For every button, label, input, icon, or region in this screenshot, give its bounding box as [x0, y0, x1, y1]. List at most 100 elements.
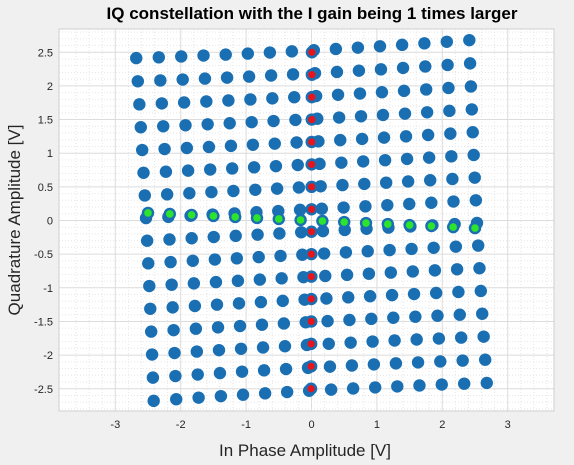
constellation-point: [401, 175, 415, 188]
constellation-point: [175, 50, 188, 63]
q-axis-point: [307, 340, 315, 348]
constellation-point: [320, 292, 333, 305]
constellation-point: [385, 288, 399, 302]
constellation-point: [345, 359, 359, 372]
constellation-point: [432, 332, 446, 345]
constellation-point: [267, 114, 280, 128]
constellation-point: [269, 159, 283, 173]
i-axis-point: [187, 211, 196, 219]
constellation-point: [235, 365, 249, 378]
constellation-point: [463, 57, 477, 70]
x-tick-label: -3: [110, 419, 120, 431]
data-points: [130, 33, 493, 408]
constellation-point: [227, 184, 240, 198]
constellation-point: [381, 198, 394, 212]
constellation-point: [165, 278, 178, 291]
x-tick-label: -1: [241, 419, 251, 431]
constellation-point: [212, 343, 226, 357]
constellation-point: [407, 287, 421, 301]
constellation-point: [445, 150, 458, 163]
constellation-point: [389, 357, 403, 370]
constellation-point: [245, 115, 258, 129]
constellation-point: [254, 295, 268, 309]
plot-area: -3 -2 -1 0 1 2 3 2.5 2 1.5 1 0.5 0 -0.5 -1 -1.5 -2 -2.5: [34, 28, 555, 431]
constellation-point: [329, 42, 343, 56]
constellation-point: [244, 93, 257, 106]
constellation-point: [264, 69, 278, 82]
constellation-point: [229, 229, 242, 243]
constellation-point: [444, 127, 457, 140]
constellation-point: [167, 323, 180, 337]
constellation-point: [176, 73, 189, 86]
constellation-point: [428, 264, 442, 277]
constellation-point: [201, 118, 214, 131]
constellation-point: [246, 138, 260, 151]
constellation-point: [273, 227, 286, 240]
constellation-point: [146, 371, 160, 384]
constellation-point: [472, 239, 485, 252]
constellation-point: [179, 119, 192, 132]
constellation-point: [220, 71, 234, 84]
constellation-point: [211, 321, 225, 334]
constellation-point: [353, 87, 367, 100]
constellation-point: [145, 325, 158, 338]
constellation-point: [131, 75, 145, 88]
q-axis-point: [308, 160, 316, 169]
constellation-point: [186, 254, 199, 267]
constellation-point: [321, 314, 334, 328]
constellation-point: [142, 257, 155, 270]
constellation-point: [164, 255, 177, 269]
constellation-point: [410, 333, 423, 346]
constellation-point: [446, 172, 459, 186]
constellation-point: [356, 155, 370, 168]
constellation-point: [355, 132, 369, 146]
constellation-point: [406, 265, 419, 278]
y-tick-label: -1: [43, 283, 53, 295]
constellation-point: [137, 166, 150, 179]
constellation-point: [231, 274, 245, 288]
constellation-point: [144, 302, 157, 315]
constellation-point: [339, 246, 353, 259]
constellation-point: [422, 151, 436, 164]
q-axis-point: [307, 228, 316, 236]
q-axis-point: [307, 250, 316, 258]
constellation-point: [255, 318, 269, 331]
constellation-point: [340, 268, 354, 282]
y-tick-label: -2: [43, 350, 53, 362]
constellation-point: [344, 336, 357, 349]
constellation-point: [420, 106, 434, 119]
i-axis-point: [166, 210, 174, 218]
constellation-point: [292, 181, 306, 194]
y-tick-label: 1: [47, 148, 53, 160]
x-tick-label: 3: [505, 419, 511, 431]
constellation-point: [424, 174, 437, 187]
constellation-point: [323, 360, 337, 373]
constellation-point: [198, 72, 212, 85]
constellation-point: [373, 40, 387, 53]
constellation-point: [288, 91, 301, 104]
constellation-point: [354, 110, 368, 123]
constellation-point: [270, 182, 284, 195]
q-axis-point: [307, 362, 315, 370]
constellation-point: [463, 33, 476, 47]
x-tick-label: -2: [176, 419, 186, 431]
constellation-point: [155, 97, 169, 110]
constellation-point: [190, 345, 204, 358]
constellation-point: [257, 364, 271, 377]
constellation-point: [322, 337, 335, 350]
constellation-point: [405, 242, 418, 256]
constellation-point: [314, 180, 327, 193]
constellation-point: [421, 128, 435, 142]
constellation-point: [435, 378, 448, 391]
constellation-point: [232, 297, 246, 310]
constellation-point: [453, 308, 466, 321]
q-axis-point: [307, 183, 316, 191]
q-axis-point: [307, 272, 315, 281]
constellation-point: [352, 64, 366, 77]
constellation-point: [210, 298, 224, 311]
constellation-point: [293, 203, 307, 217]
constellation-point: [159, 165, 173, 178]
constellation-point: [177, 96, 191, 109]
constellation-point: [247, 161, 261, 174]
constellation-point: [213, 366, 227, 380]
